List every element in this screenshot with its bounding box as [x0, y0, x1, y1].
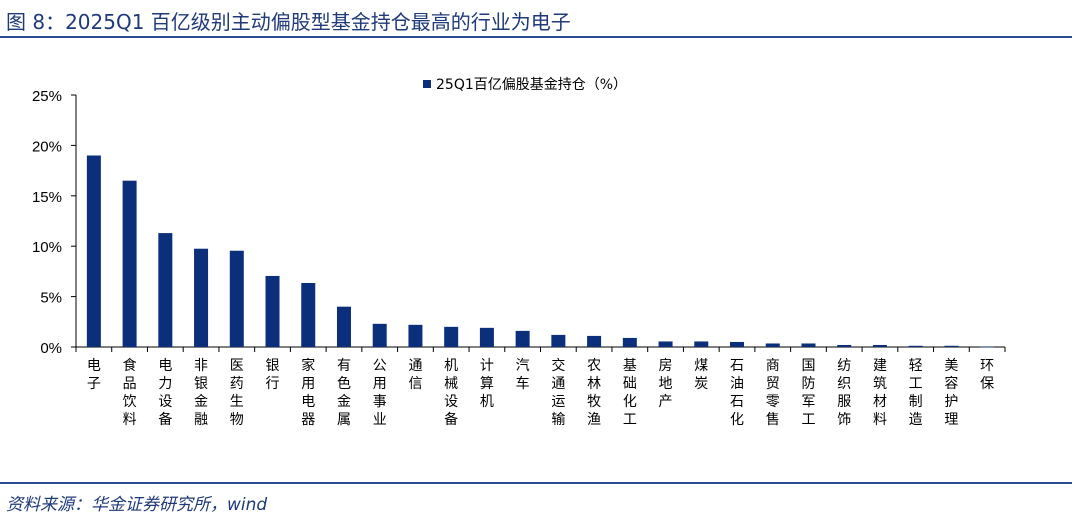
bar — [872, 344, 887, 347]
x-tick-label: 医药生物 — [230, 358, 244, 428]
y-tick-label: 5% — [40, 290, 62, 307]
x-tick-label: 公用事业 — [373, 358, 387, 428]
bar — [122, 180, 137, 347]
x-tick-label: 家用电器 — [301, 357, 315, 428]
x-tick-label: 国防军工 — [801, 358, 815, 428]
bar — [587, 335, 602, 347]
bar — [622, 337, 637, 347]
y-tick-label: 0% — [40, 340, 62, 357]
y-tick-labels: 0% 5% 10% 15% 20% 25% — [32, 88, 62, 357]
source-note: 资料来源：华金证券研究所，wind — [6, 495, 268, 515]
bar — [765, 343, 780, 347]
x-tick-label: 环保 — [980, 358, 994, 392]
x-tick-label: 有色金属 — [337, 358, 351, 428]
bar — [944, 345, 959, 347]
bar — [837, 344, 852, 347]
title-divider — [0, 36, 1072, 38]
bar — [194, 248, 209, 347]
x-tick-label: 美容护理 — [944, 358, 958, 428]
x-tick-label: 轻工制造 — [909, 358, 923, 428]
footer-divider — [0, 482, 1072, 484]
bar — [229, 250, 244, 347]
bar — [372, 323, 387, 347]
bar — [479, 327, 494, 347]
bar — [301, 282, 316, 347]
x-tick-label: 纺织服饰 — [837, 358, 851, 428]
x-tick-label: 食品饮料 — [123, 357, 137, 428]
x-tick-label: 煤炭 — [694, 358, 708, 392]
bar — [444, 326, 459, 347]
chart-legend: 25Q1百亿偏股基金持仓（%） — [423, 76, 627, 93]
y-tick-label: 25% — [32, 88, 62, 105]
y-tick-label: 10% — [32, 239, 62, 256]
x-tick-labels: 电子 食品饮料 电力设备 非银金融 医药生物 银行 家用电器 有色金属 公用事业 通信 机械设备 计算… — [87, 357, 994, 428]
legend-swatch — [423, 80, 431, 88]
x-tick-label: 电子 — [87, 358, 101, 392]
x-tick-label: 交通运输 — [551, 357, 565, 428]
x-tick-label: 基础化工 — [623, 357, 637, 428]
bar — [730, 341, 745, 347]
bar — [908, 345, 923, 347]
x-tick-label: 汽车 — [516, 358, 530, 392]
bar — [801, 343, 816, 347]
bar — [980, 346, 995, 348]
bar — [265, 275, 280, 347]
legend-label: 25Q1百亿偏股基金持仓（%） — [436, 76, 627, 93]
axes — [71, 94, 1006, 352]
bars — [86, 155, 995, 348]
bar — [515, 330, 530, 347]
x-tick-label: 通信 — [408, 358, 422, 392]
y-tick-label: 20% — [32, 138, 62, 155]
bar-chart: 25Q1百亿偏股基金持仓（%） 0%5%10%15%20%25% 电子食品饮料电… — [32, 76, 1006, 428]
bar — [408, 324, 423, 347]
y-tick-label: 15% — [32, 189, 62, 206]
x-tick-label: 银行 — [266, 358, 280, 392]
figure-title: 图 8：2025Q1 百亿级别主动偏股型基金持仓最高的行业为电子 — [6, 10, 571, 34]
x-tick-label: 商贸零售 — [766, 358, 780, 428]
x-tick-label: 石油石化 — [730, 358, 744, 428]
bar — [158, 233, 173, 347]
bar — [336, 306, 351, 347]
bar — [658, 341, 673, 347]
x-tick-label: 非银金融 — [194, 358, 208, 428]
x-tick-label: 房地产 — [659, 358, 673, 410]
bar — [694, 341, 709, 347]
x-tick-label: 计算机 — [480, 358, 494, 410]
x-tick-label: 电力设备 — [158, 358, 172, 428]
x-tick-label: 农林牧渔 — [587, 358, 601, 428]
bar — [551, 334, 566, 347]
bar — [86, 155, 101, 347]
x-tick-label: 机械设备 — [444, 358, 458, 428]
x-tick-label: 建筑材料 — [873, 358, 887, 428]
